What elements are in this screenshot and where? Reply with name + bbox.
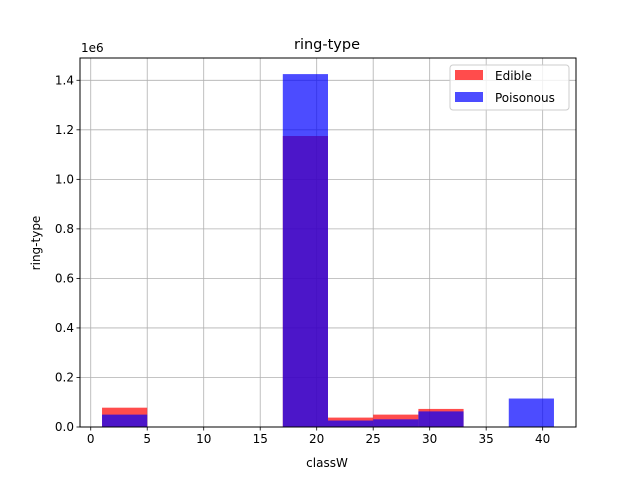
y-tick-label: 0.8: [55, 222, 74, 236]
y-tick-label: 0.4: [55, 321, 74, 335]
x-tick-label: 0: [87, 432, 95, 446]
legend-swatch-edible: [455, 70, 483, 80]
y-axis-ticks: 0.0 0.2 0.4 0.6 0.8 1.0 1.2 1.4: [55, 73, 80, 434]
y-tick-label: 0.0: [55, 420, 74, 434]
poisonous-bar: [282, 74, 328, 427]
y-axis-offset-label: 1e6: [81, 41, 104, 55]
x-tick-label: 40: [535, 432, 550, 446]
x-tick-label: 30: [422, 432, 437, 446]
x-tick-label: 5: [143, 432, 151, 446]
legend-label-edible: Edible: [495, 69, 532, 83]
y-tick-label: 1.0: [55, 172, 74, 186]
legend: Edible Poisonous: [449, 64, 570, 111]
x-tick-label: 35: [479, 432, 494, 446]
x-tick-label: 25: [366, 432, 381, 446]
poisonous-bar: [328, 420, 374, 427]
x-tick-label: 10: [196, 432, 211, 446]
y-axis-label: ring-type: [29, 216, 43, 271]
y-tick-label: 0.2: [55, 370, 74, 384]
x-tick-label: 15: [253, 432, 268, 446]
chart-title: ring-type: [294, 37, 360, 53]
poisonous-bar: [373, 419, 419, 427]
poisonous-bar: [418, 411, 464, 427]
x-axis-label: classW: [306, 456, 348, 470]
legend-label-poisonous: Poisonous: [495, 91, 555, 105]
y-tick-label: 1.2: [55, 123, 74, 137]
series-poisonous: [102, 74, 554, 427]
y-tick-label: 1.4: [55, 73, 74, 87]
poisonous-bar: [508, 398, 554, 427]
x-tick-label: 20: [309, 432, 324, 446]
legend-swatch-poisonous: [455, 92, 483, 102]
bars-layer: [102, 74, 554, 427]
y-tick-label: 0.6: [55, 271, 74, 285]
x-axis-ticks: 0 5 10 15 20 25 30 35 40: [87, 427, 550, 446]
poisonous-bar: [102, 414, 148, 427]
plot-frame: [79, 57, 577, 428]
